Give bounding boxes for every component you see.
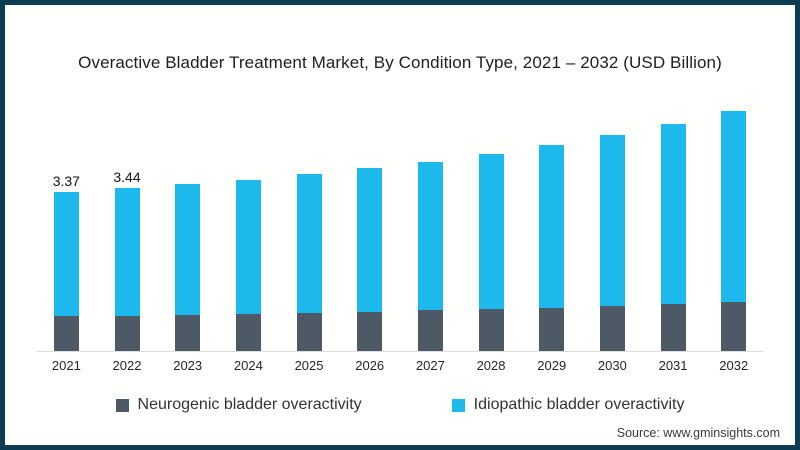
x-axis-label: 2029 [537, 358, 567, 373]
bar-group [339, 101, 400, 351]
x-axis-label: 2026 [355, 358, 385, 373]
x-axis-label: 2030 [597, 358, 627, 373]
bar-segment-neurogenic [539, 307, 565, 351]
bar-group [279, 101, 340, 351]
bar-value-label: 3.37 [52, 172, 80, 189]
bar-segment-neurogenic [235, 313, 261, 351]
x-axis-label: 2023 [173, 358, 203, 373]
bar-segment-neurogenic [357, 311, 383, 351]
legend-swatch [451, 398, 465, 412]
bar-segment-neurogenic [417, 310, 443, 351]
bar-group [582, 101, 643, 351]
bar-segment-idiopathic [175, 184, 201, 315]
bar-segment-idiopathic [235, 179, 261, 314]
bar-2021 [53, 191, 79, 351]
x-axis-label: 2032 [719, 358, 749, 373]
legend-label: Neurogenic bladder overactivity [137, 396, 362, 413]
bar-group [461, 101, 522, 351]
bar-2027 [417, 161, 443, 351]
bar-group [218, 101, 279, 351]
bar-group [157, 101, 218, 351]
bar-segment-neurogenic [175, 314, 201, 351]
x-axis: 2021 2022 2023 2024 2025 2026 2027 2028 2029 2030… [36, 358, 764, 373]
chart-title: Overactive Bladder Treatment Market, By … [78, 53, 722, 72]
bar-segment-idiopathic [721, 111, 747, 302]
x-axis-label: 2028 [476, 358, 506, 373]
bar-segment-idiopathic [53, 191, 79, 316]
bar-segment-idiopathic [539, 145, 565, 308]
bar-segment-neurogenic [478, 308, 504, 351]
bar-2022 [114, 188, 140, 351]
x-axis-label: 2031 [658, 358, 688, 373]
bar-segment-neurogenic [53, 316, 79, 351]
bar-group [521, 101, 582, 351]
x-axis-label: 2024 [233, 358, 263, 373]
bar-group [703, 101, 764, 351]
bar-2024 [235, 179, 261, 351]
bar-2031 [660, 123, 686, 351]
legend-swatch [115, 398, 129, 412]
legend-item: Neurogenic bladder overactivity [115, 396, 362, 414]
x-axis-label: 2021 [51, 358, 81, 373]
x-axis-label: 2025 [294, 358, 324, 373]
x-axis-label: 2027 [415, 358, 445, 373]
bar-segment-idiopathic [114, 188, 140, 316]
bar-segment-neurogenic [296, 312, 322, 351]
bar-segment-idiopathic [660, 123, 686, 304]
bar-segment-idiopathic [417, 161, 443, 311]
legend-label: Idiopathic bladder overactivity [473, 396, 685, 413]
bar-segment-idiopathic [357, 167, 383, 312]
bar-2026 [357, 167, 383, 351]
bar-2025 [296, 174, 322, 351]
source-credit: Source: www.gminsights.com [616, 426, 780, 440]
bar-2030 [599, 134, 625, 351]
bar-2029 [539, 145, 565, 351]
bar-segment-idiopathic [296, 174, 322, 313]
bar-2023 [175, 184, 201, 351]
bar-segment-idiopathic [478, 153, 504, 309]
bar-group [643, 101, 704, 351]
x-axis-label: 2022 [112, 358, 142, 373]
bar-segment-idiopathic [599, 134, 625, 306]
bar-segment-neurogenic [114, 315, 140, 351]
bar-group: 3.37 [36, 101, 97, 351]
bar-group [400, 101, 461, 351]
legend: Neurogenic bladder overactivity Idiopathi… [5, 396, 795, 414]
bar-2032 [721, 111, 747, 351]
bar-segment-neurogenic [721, 301, 747, 351]
bar-group: 3.44 [97, 101, 158, 351]
bar-2028 [478, 153, 504, 351]
plot-area: 3.37 3.44 [36, 101, 764, 352]
bar-segment-neurogenic [599, 305, 625, 351]
bar-segment-neurogenic [660, 303, 686, 351]
bar-value-label: 3.44 [113, 169, 141, 186]
legend-item: Idiopathic bladder overactivity [451, 396, 685, 414]
